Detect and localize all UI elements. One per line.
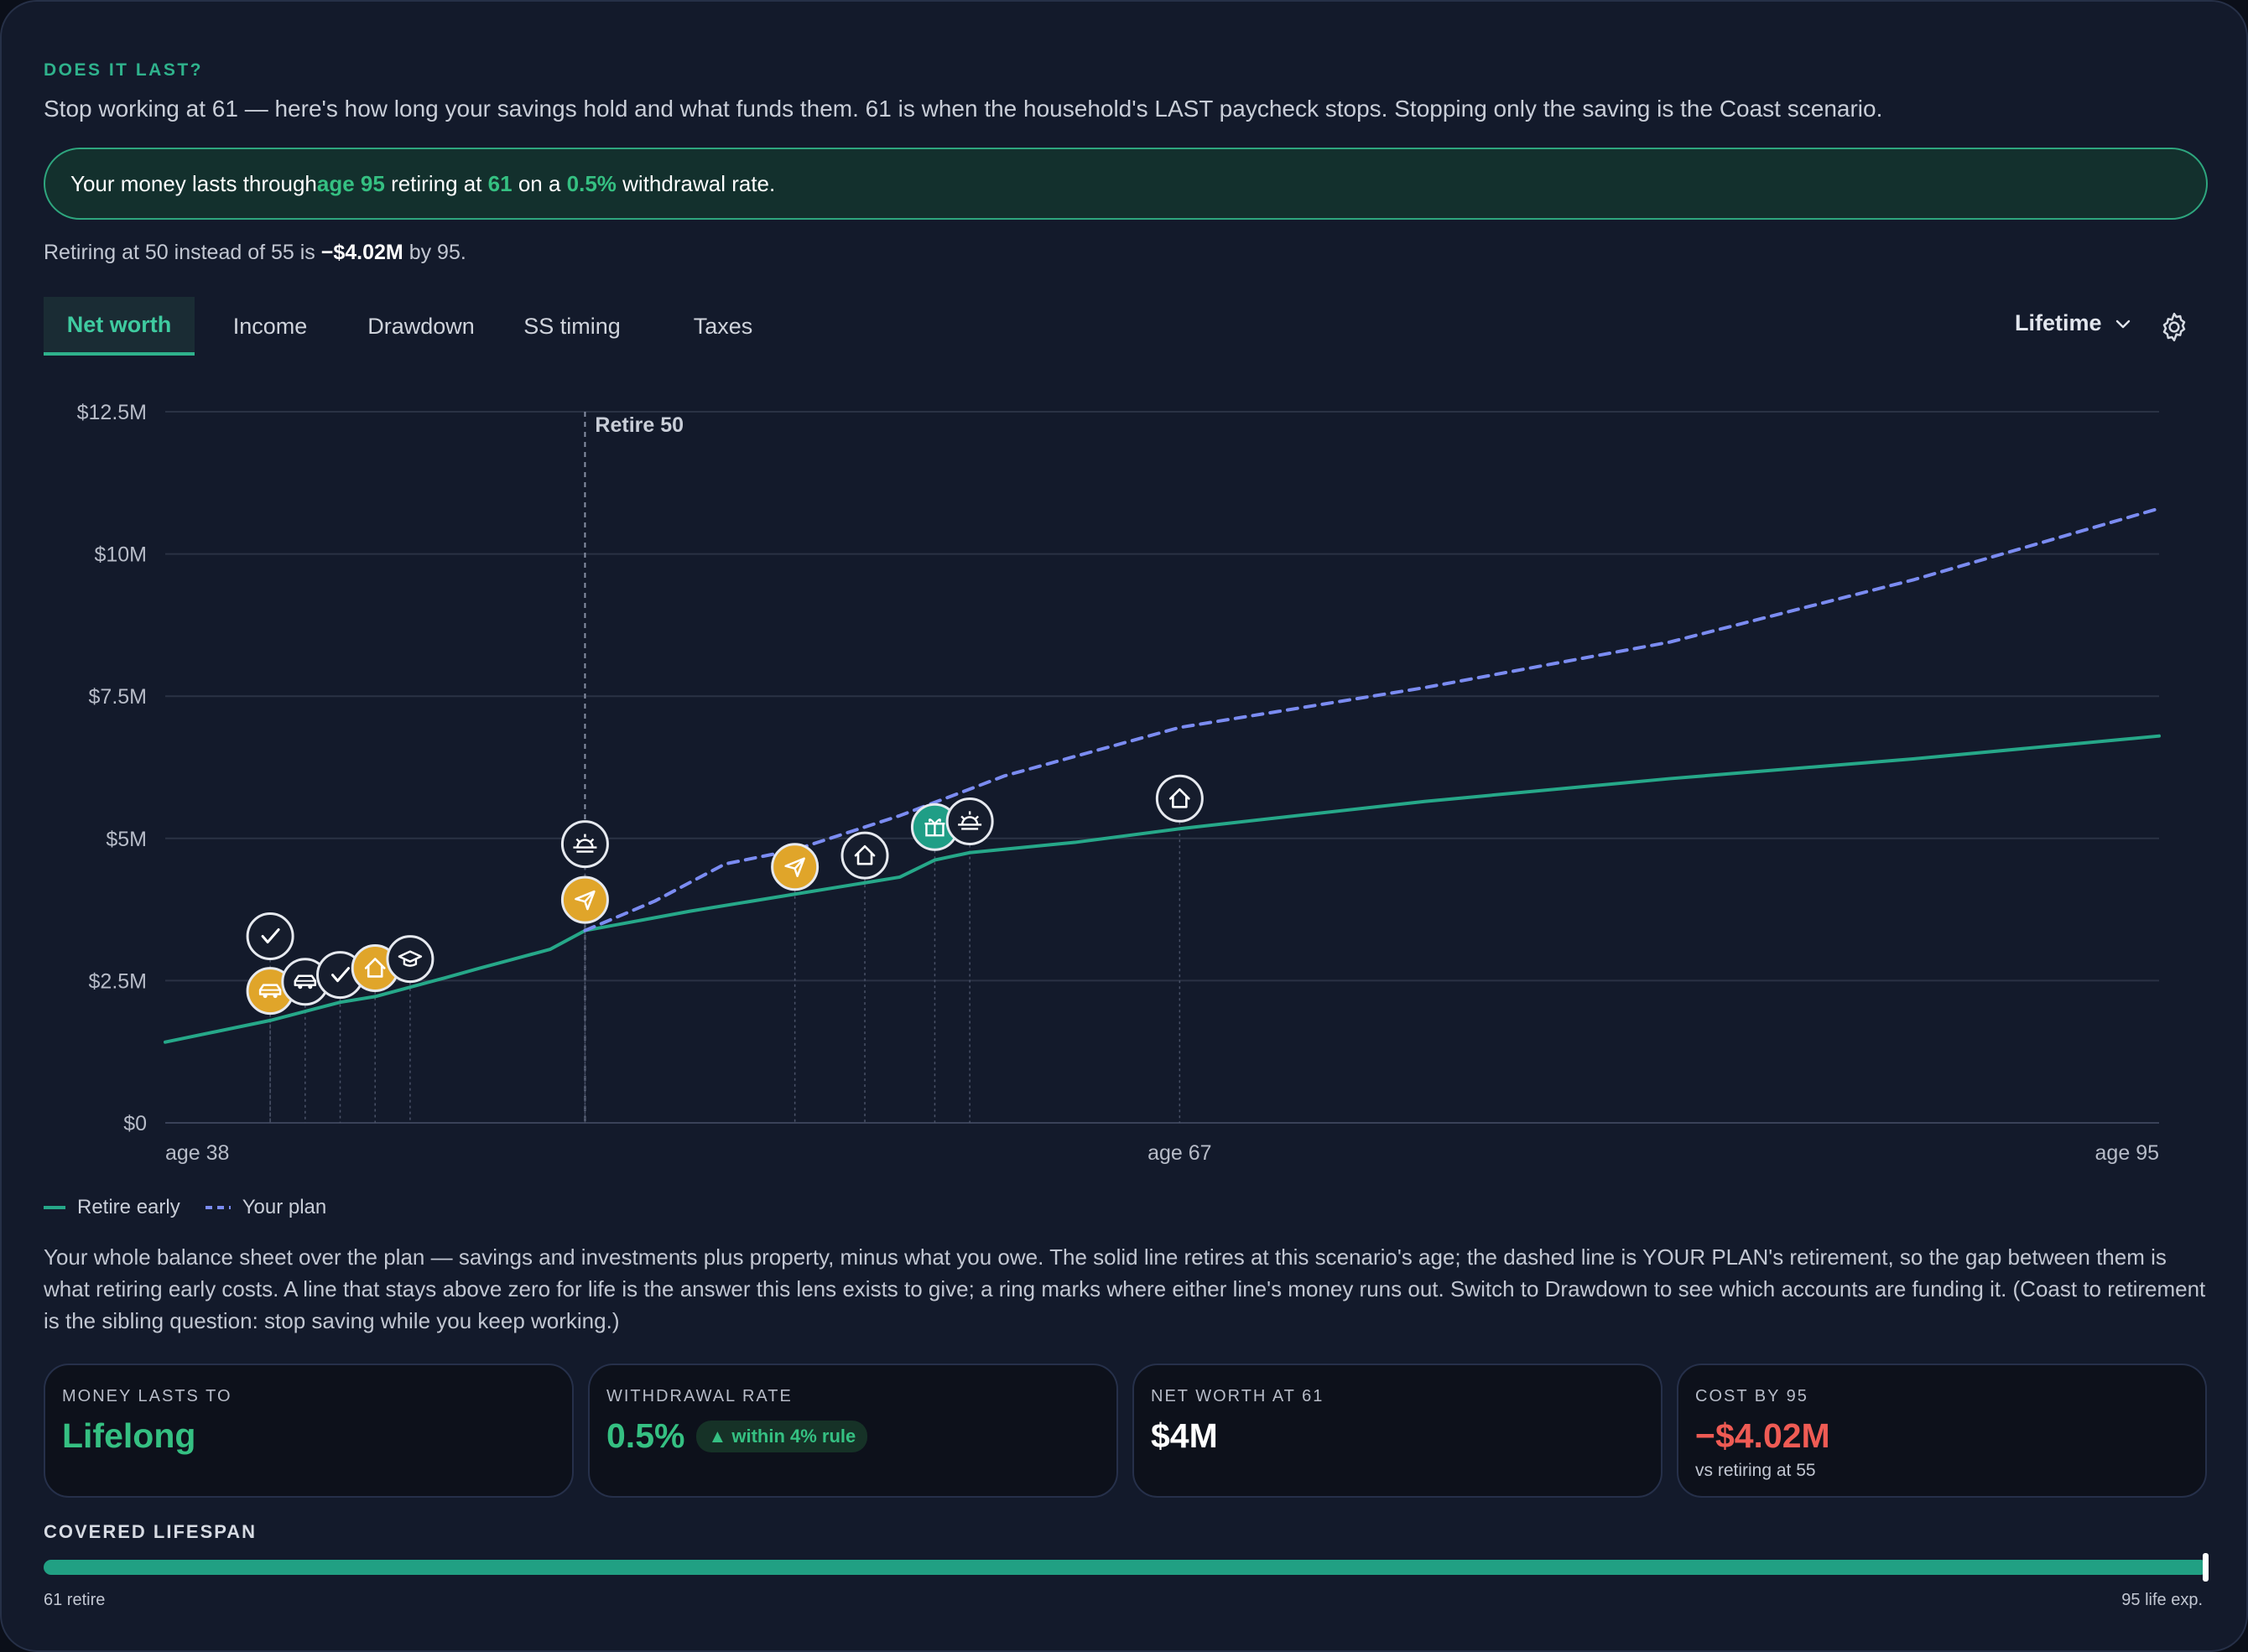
chevron-down-icon xyxy=(2115,319,2130,328)
y-tick-label: $0 xyxy=(123,1112,147,1135)
y-tick-label: $5M xyxy=(106,828,147,851)
cost-note-text: by 95. xyxy=(403,241,466,264)
stat-value: Lifelong xyxy=(62,1416,196,1455)
net-worth-chart: $0 $2.5M $5M $7.5M $10M $12.5M age 38 age 67 age… xyxy=(77,401,2161,1165)
stat-value-row: 0.5% ▲ within 4% rule xyxy=(606,1416,1100,1456)
dashed-line-swatch xyxy=(205,1206,231,1209)
legend-your-plan: Your plan xyxy=(205,1196,327,1219)
banner-text: withdrawal rate. xyxy=(616,170,776,196)
section-eyebrow: DOES IT LAST? xyxy=(44,60,203,80)
stat-value: $4M xyxy=(1151,1416,1218,1455)
x-tick-label: age 67 xyxy=(1147,1141,1211,1165)
covered-lifespan-label: COVERED LIFESPAN xyxy=(44,1521,258,1542)
stat-label: MONEY LASTS TO xyxy=(62,1387,232,1405)
sunrise-icon xyxy=(945,797,994,845)
life-expectancy-marker xyxy=(2203,1553,2209,1582)
tab-drawdown[interactable]: Drawdown xyxy=(367,313,475,339)
stat-value: 0.5% xyxy=(606,1416,685,1455)
legend-retire-early: Retire early xyxy=(44,1196,180,1219)
cost-note: Retiring at 50 instead of 55 is −$4.02M … xyxy=(44,241,466,265)
home-icon xyxy=(1155,774,1204,823)
x-tick-label: age 95 xyxy=(2095,1141,2159,1165)
paper-plane-icon xyxy=(771,843,820,891)
legend-retire-early-label: Retire early xyxy=(77,1196,180,1218)
legend-your-plan-label: Your plan xyxy=(242,1196,327,1218)
stat-label: COST BY 95 xyxy=(1695,1387,1808,1405)
stat-net-worth-at-61: NET WORTH AT 61 $4M xyxy=(1132,1364,1663,1498)
retire-early-line xyxy=(164,734,2161,1044)
y-tick-label: $12.5M xyxy=(77,401,147,424)
cost-note-amount: −$4.02M xyxy=(320,241,403,264)
car-icon xyxy=(281,958,330,1006)
y-tick-label: $7.5M xyxy=(89,685,147,709)
lens-tabs: Net worth Income Drawdown SS timing Taxe… xyxy=(44,297,799,356)
banner-text: on a xyxy=(512,170,567,196)
sunrise-icon xyxy=(560,820,609,869)
covered-end-label: 95 life exp. xyxy=(2121,1591,2203,1609)
graduation-cap-icon xyxy=(386,935,435,984)
covered-start-label: 61 retire xyxy=(44,1591,106,1609)
range-select-value: Lifetime xyxy=(2015,310,2102,335)
intro-text: Stop working at 61 — here's how long you… xyxy=(44,96,1883,122)
tab-income[interactable]: Income xyxy=(232,313,308,339)
y-tick-label: $10M xyxy=(94,543,147,567)
range-select[interactable]: Lifetime xyxy=(2015,310,2132,336)
solid-line-swatch xyxy=(44,1206,65,1209)
stat-label: WITHDRAWAL RATE xyxy=(606,1387,793,1405)
tab-ss-timing[interactable]: SS timing xyxy=(523,313,621,339)
banner-text: retiring at xyxy=(384,170,488,196)
y-tick-label: $2.5M xyxy=(89,969,147,993)
banner-rate: 0.5% xyxy=(566,170,617,196)
stat-money-lasts: MONEY LASTS TO Lifelong xyxy=(44,1364,574,1498)
banner-retire-age: 61 xyxy=(487,170,513,196)
gear-icon[interactable] xyxy=(2157,310,2191,344)
stat-label: NET WORTH AT 61 xyxy=(1151,1387,1324,1405)
cost-note-text: Retiring at 50 instead of 55 is xyxy=(44,241,321,264)
tab-taxes[interactable]: Taxes xyxy=(693,313,753,339)
paper-plane-icon xyxy=(560,875,609,924)
chart-legend: Retire early Your plan xyxy=(44,1196,326,1219)
home-icon xyxy=(840,831,889,880)
banner-text: Your money lasts through xyxy=(70,170,317,196)
stat-cost-by-95: COST BY 95 −$4.02M vs retiring at 55 xyxy=(1677,1364,2207,1498)
within-rule-badge: ▲ within 4% rule xyxy=(696,1420,868,1452)
chart-description: Your whole balance sheet over the plan —… xyxy=(44,1244,2206,1333)
check-icon xyxy=(246,912,294,960)
retire-marker-label: Retire 50 xyxy=(595,413,684,437)
tab-net-worth[interactable]: Net worth xyxy=(44,297,195,356)
stat-withdrawal-rate: WITHDRAWAL RATE 0.5% ▲ within 4% rule xyxy=(588,1364,1118,1498)
covered-lifespan-fill xyxy=(44,1560,2208,1575)
x-tick-label: age 38 xyxy=(165,1141,229,1165)
result-banner: Your money lasts through age 95 retiring… xyxy=(44,148,2208,220)
stat-value: −$4.02M xyxy=(1695,1416,1830,1455)
banner-age: age 95 xyxy=(316,170,385,196)
stat-sub: vs retiring at 55 xyxy=(1695,1461,1816,1480)
covered-lifespan-bar xyxy=(44,1560,2208,1575)
your-plan-line xyxy=(583,507,2161,932)
